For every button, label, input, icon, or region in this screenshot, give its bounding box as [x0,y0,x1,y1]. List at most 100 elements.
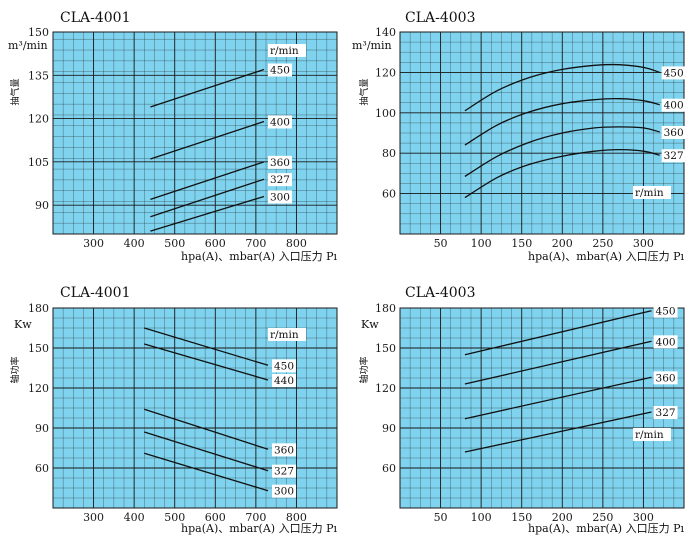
series-label-400: 400 [270,116,290,128]
series-label-450: 450 [274,360,294,372]
grid-major [400,31,684,234]
chart-title: CLA-4003 [405,285,475,301]
chart-title: CLA-4003 [405,10,475,26]
chart-cla4003-air-volume: 50 100 150 200 250 300 60 80 100 120 140 CLA-4003 m³… [347,0,694,270]
series-label-360: 360 [270,157,290,169]
series-label-360: 360 [274,444,294,456]
y-tick-label: 60 [382,462,396,475]
series-line-400 [464,97,660,146]
y-tick-label: 60 [35,462,49,475]
x-axis-label: hpa(A)、mbar(A) 入口压力 Pı [528,522,684,535]
series-label-box [661,98,686,112]
chart-cla4003-shaft-power: 50 100 150 200 250 300 60 90 120 150 180 CLA-4003 Kw… [347,270,694,541]
series-label-360: 360 [664,127,684,139]
y-tick-label: 150 [28,26,49,39]
chart-svg: 50 100 150 200 250 300 60 80 100 120 140 CLA-4003 m³… [352,10,686,263]
series-line-450 [464,63,660,112]
series-line-450 [144,327,269,366]
x-tick-label: 700 [245,237,266,250]
legend-title-box [268,44,306,57]
legend-title-box [633,186,671,199]
x-tick-label: 250 [592,511,613,524]
chart-svg: 300 400 500 600 700 800 60 90 120 150 180 CLA-4001 K… [9,285,338,535]
x-tick-label: 500 [164,511,185,524]
x-tick-label: 100 [471,511,492,524]
series-label-400: 400 [656,336,676,348]
legend-title-box [268,328,306,341]
series-line-327 [464,148,660,199]
chart-title: CLA-4001 [60,285,130,301]
x-tick-label: 300 [83,511,104,524]
x-tick-label: 800 [286,237,307,250]
chart-svg: 50 100 150 200 250 300 60 90 120 150 180 CLA-4003 Kw… [358,285,685,535]
y-tick-label: 100 [375,107,396,120]
y-tick-label: 120 [28,113,49,126]
x-tick-label: 300 [633,237,654,250]
y-tick-label: 120 [375,66,396,79]
series-label-box [267,115,292,129]
series-label-327: 327 [270,174,290,186]
x-tick-label: 300 [633,511,654,524]
series-line-300 [150,195,265,232]
x-tick-label: 400 [124,237,145,250]
legend-title-box [633,428,671,441]
x-tick-label: 100 [471,237,492,250]
series-label-300: 300 [270,191,290,203]
legend-title: r/min [270,45,299,57]
series-label-box [272,443,297,457]
series-label-box [653,304,678,318]
y-tick-label: 180 [28,302,49,315]
y-unit-label: Kw [361,318,379,331]
y-tick-label: 90 [35,199,49,212]
y-tick-label: 180 [375,302,396,315]
series-label-400: 400 [664,100,684,112]
chart-cla4001-air-volume: 300 400 500 600 700 800 90 105 120 135 150 CLA-4001… [0,0,347,270]
y-tick-label: 140 [375,26,396,39]
series-line-360 [464,376,652,420]
series-label-box [272,464,297,478]
legend-title: r/min [635,187,664,199]
series-label-box [272,484,297,498]
series-label-box [653,335,678,349]
series-label-327: 327 [664,150,684,162]
series-line-327 [144,431,269,472]
series-line-440 [144,343,269,381]
series-line-327 [150,178,265,218]
x-tick-label: 200 [552,511,573,524]
x-tick-label: 500 [164,237,185,250]
y-tick-label: 120 [375,382,396,395]
x-tick-label: 300 [83,237,104,250]
chart-cla4001-shaft-power: 300 400 500 600 700 800 60 90 120 150 180 CLA-4001 K… [0,270,347,541]
series-line-327 [464,411,652,453]
x-tick-label: 400 [124,511,145,524]
series-label-box [661,125,686,139]
x-axis-label: hpa(A)、mbar(A) 入口压力 Pı [181,522,337,535]
y-axis-label: 抽气量 [358,78,370,105]
x-tick-label: 150 [511,237,532,250]
series-label-box [272,359,297,373]
series-label-327: 327 [274,466,294,478]
y-axis-label: 轴功率 [358,356,370,383]
series-label-box [267,173,292,187]
series-label-box [267,155,292,169]
y-tick-label: 150 [375,342,396,355]
series-label-450: 450 [664,67,684,79]
grid-minor [399,31,685,235]
series-label-box [661,149,686,163]
y-axis-label: 抽气量 [9,78,21,105]
series-label-box [661,66,686,80]
series-label-300: 300 [274,486,294,498]
x-tick-label: 200 [552,237,573,250]
series-line-400 [464,340,652,385]
x-tick-label: 50 [434,237,448,250]
series-label-box [267,190,292,204]
series-label-450: 450 [270,65,290,77]
y-unit-label: m³/min [8,39,48,52]
y-unit-label: Kw [14,318,32,331]
series-label-box [653,406,678,419]
y-tick-label: 80 [382,147,396,160]
chart-title: CLA-4001 [60,10,130,26]
y-axis-label: 轴功率 [9,356,21,383]
y-tick-label: 90 [382,422,396,435]
legend-title: r/min [635,429,664,441]
